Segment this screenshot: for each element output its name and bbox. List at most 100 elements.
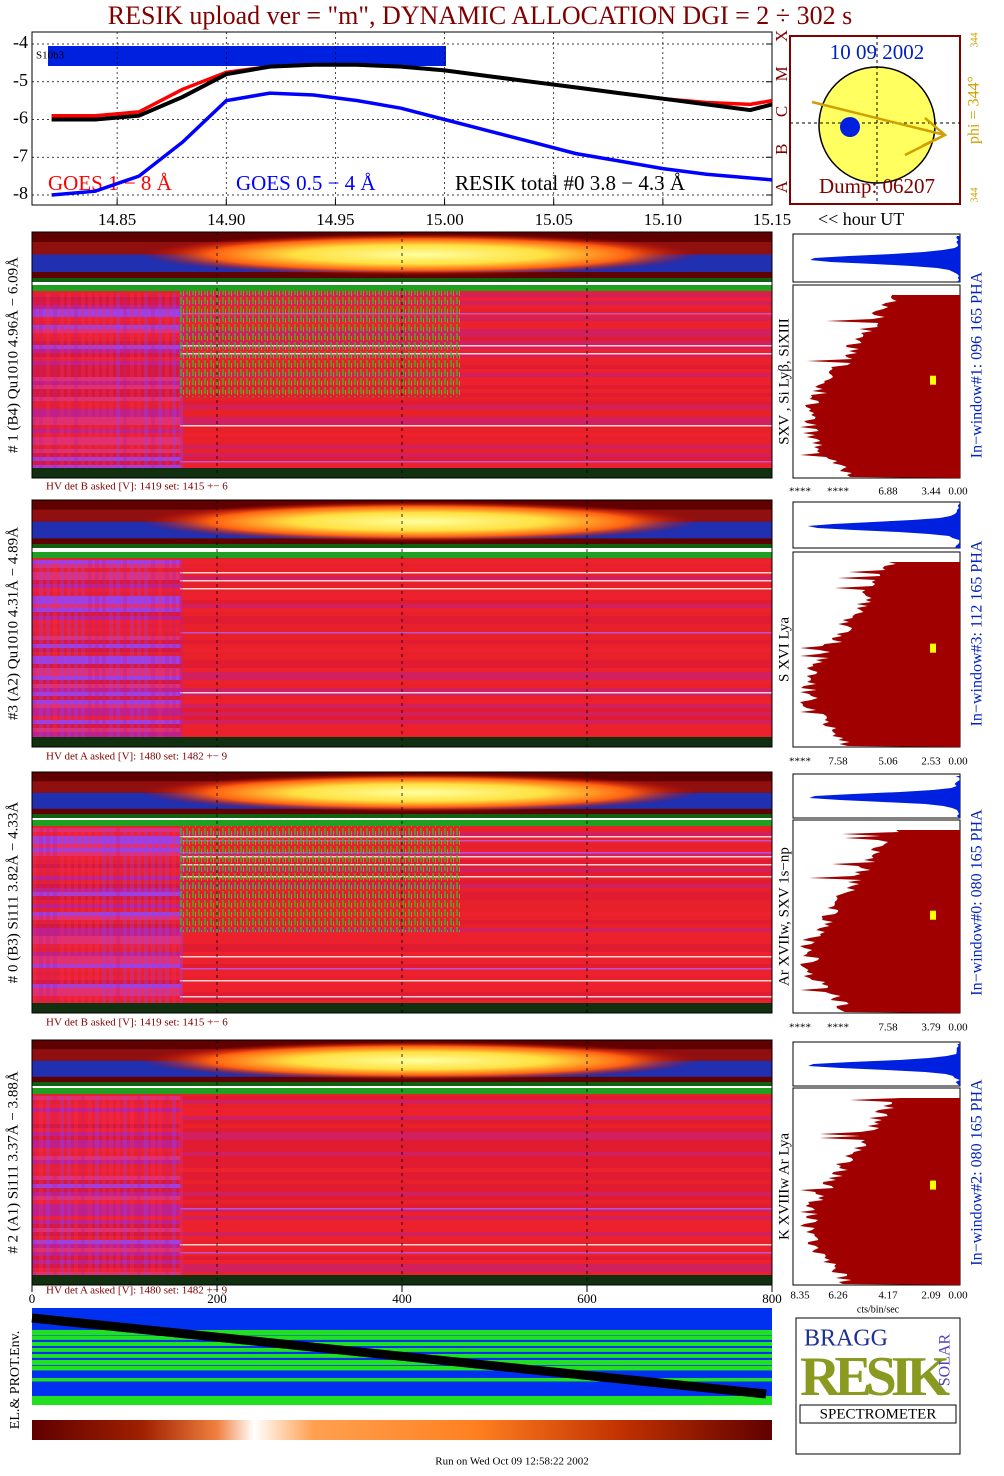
footer: Run on Wed Oct 09 12:58:22 2002	[435, 1456, 589, 1468]
spectrogram-row	[180, 844, 772, 848]
pha-tick-label: ****	[827, 486, 849, 498]
pha-tick-label: 7.58	[878, 1022, 898, 1034]
emission-line	[180, 1244, 772, 1246]
spectrogram-row	[180, 453, 772, 457]
spectrogram-row	[180, 329, 772, 333]
pha-histogram	[800, 830, 960, 1013]
spectrogram-row	[180, 309, 772, 313]
spectrogram-row	[180, 832, 772, 836]
spectrogram-col	[81, 828, 85, 1003]
spectrogram-row	[32, 457, 182, 461]
spectrogram-row	[32, 664, 182, 668]
spectrogram-row	[32, 892, 182, 896]
spectrogram-row	[32, 668, 182, 672]
spectrogram-row	[180, 293, 772, 297]
spectrogram-row	[180, 920, 772, 924]
spectrogram-row	[32, 680, 182, 684]
spectrogram-row	[180, 441, 772, 445]
spectrogram-row	[180, 560, 772, 564]
spectrogram-row	[180, 433, 772, 437]
spectrogram-col	[46, 560, 50, 737]
spectrogram-col	[165, 293, 169, 468]
spectrogram-row	[32, 876, 182, 880]
spectrogram-row	[180, 1260, 772, 1264]
spectrogram-row	[180, 716, 772, 720]
spectrogram-row	[180, 680, 772, 684]
spectrogram-row	[32, 732, 182, 736]
spectrogram-row	[180, 888, 772, 892]
spectrogram-col	[123, 1096, 127, 1275]
emission-line	[180, 864, 772, 866]
spectrogram-row	[180, 600, 772, 604]
flare-glow	[140, 501, 700, 542]
window-label: In−window#1: 096 165 PHA	[969, 271, 986, 458]
spectrogram-col	[109, 293, 113, 468]
x-tick-label: 15.10	[644, 210, 682, 229]
x-tick-label: 15.15	[753, 210, 791, 229]
spectrogram-row	[180, 916, 772, 920]
spectrogram-row	[32, 972, 182, 976]
spectrogram-row	[32, 996, 182, 1000]
spectrogram-row	[32, 329, 182, 333]
spectrogram-row	[32, 688, 182, 692]
spectrogram-row	[180, 860, 772, 864]
spectrogram-row	[32, 868, 182, 872]
spectrogram-col	[137, 828, 141, 1003]
y-tick-label: -5	[13, 70, 28, 90]
spectrogram-row	[32, 461, 182, 465]
spectrogram-row	[180, 988, 772, 992]
spectrogram-col	[67, 293, 71, 468]
spectrogram-col	[130, 1096, 134, 1275]
spectrogram-row	[32, 1248, 182, 1252]
spectrogram-row	[180, 936, 772, 940]
spectrogram-row	[32, 1108, 182, 1112]
spectrogram-row	[32, 337, 182, 341]
allocation-bar-label: S10b3	[36, 50, 65, 62]
spectrogram-col	[165, 1096, 169, 1275]
spectrogram-row	[180, 1108, 772, 1112]
spectrogram-row	[180, 1196, 772, 1200]
spectrogram-row	[180, 992, 772, 996]
spectrogram-row	[32, 377, 182, 381]
spectrogram-row	[180, 313, 772, 317]
spectrogram-row	[32, 856, 182, 860]
legend-entry: RESIK total #0 3.8 − 4.3 Å	[455, 171, 686, 195]
spectrogram-row	[180, 1188, 772, 1192]
spectrogram-edge	[32, 737, 772, 747]
spectrogram-col	[39, 293, 43, 468]
spectrogram-col	[88, 828, 92, 1003]
env-band	[32, 1348, 772, 1352]
spectrogram-row	[180, 1176, 772, 1180]
spectrogram-row	[180, 928, 772, 932]
spectrogram-row	[32, 832, 182, 836]
spectrogram-row	[180, 401, 772, 405]
spectrogram-row	[180, 1132, 772, 1136]
spectrogram-row	[180, 624, 772, 628]
spectrogram-row	[32, 888, 182, 892]
panel-label: # 1 (B4) Qu1010 4.96Å − 6.09Å	[5, 257, 21, 453]
y-tick-label: -4	[13, 32, 28, 52]
spectrogram-row	[180, 616, 772, 620]
flare-glow	[140, 233, 700, 276]
spectrogram-row	[32, 660, 182, 664]
spectrogram-row	[180, 976, 772, 980]
spectrogram-col	[74, 560, 78, 737]
spectrogram-row	[180, 1168, 772, 1172]
spectrogram-col	[130, 828, 134, 1003]
pha-histogram	[809, 776, 960, 818]
spectrogram-row	[180, 1232, 772, 1236]
x-tick-label: 200	[207, 1291, 227, 1306]
emission-line	[180, 876, 772, 878]
spectrogram-row	[32, 920, 182, 924]
spectrogram-row	[32, 1000, 182, 1004]
spectrogram-row	[32, 988, 182, 992]
pha-tick-label: 3.79	[921, 1022, 941, 1034]
emission-line	[180, 461, 772, 463]
spectrogram-row	[32, 960, 182, 964]
spectrogram-col	[179, 1096, 183, 1275]
spectrogram-row	[180, 365, 772, 369]
spectrogram-col	[137, 293, 141, 468]
spectrogram-row	[32, 672, 182, 676]
spectrogram-row	[180, 908, 772, 912]
spectrogram-row	[180, 389, 772, 393]
